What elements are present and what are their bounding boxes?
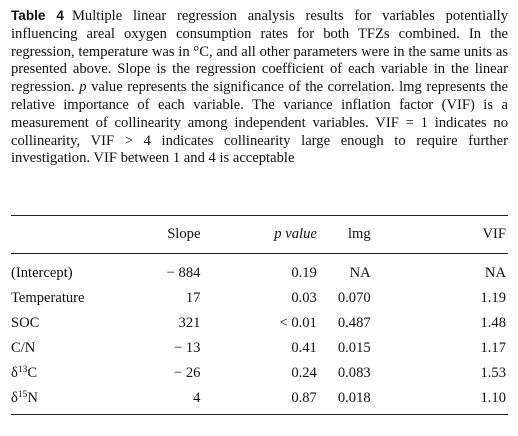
table-bottom-rule [11,414,508,415]
header-vif: VIF [482,226,506,242]
table-label: Table 4 [11,8,64,23]
element-symbol: N [27,390,38,406]
table-row: C/N − 13 0.41 0.015 1.17 [11,336,508,361]
cell-lmg: 0.070 [337,290,371,306]
cell-vif: 1.53 [480,365,506,381]
cell-lmg: NA [349,265,371,281]
delta-symbol: δ [11,365,18,381]
cell-variable: δ13C [11,361,133,386]
cell-variable: Temperature [11,290,85,306]
cell-variable: δ15N [11,386,133,411]
header-lmg: lmg [348,226,371,242]
cell-p-value: 0.03 [291,290,317,306]
cell-lmg: 0.015 [337,340,371,356]
cell-vif: 1.48 [480,315,506,331]
table-header-row: Slope p value lmg VIF [11,216,508,253]
cell-p-value: < 0.01 [279,315,317,331]
cell-slope: − 13 [173,340,201,356]
cell-slope: − 884 [166,265,201,281]
cell-slope: 321 [178,315,201,331]
table-row: SOC 321 < 0.01 0.487 1.48 [11,311,508,336]
isotope-superscript: 13 [17,365,28,375]
header-variable [11,216,133,253]
cell-p-value: 0.24 [291,365,317,381]
caption-text-1: Multiple linear regression analysis resu… [11,8,508,96]
cell-vif: NA [484,265,506,281]
caption-text-2: value represents the significance of the… [11,79,508,167]
cell-slope: 17 [185,290,201,306]
cell-lmg: 0.083 [337,365,371,381]
cell-vif: 1.17 [480,340,506,356]
cell-lmg: 0.487 [337,315,371,331]
cell-vif: 1.19 [480,290,506,306]
table-top-rule [11,215,508,216]
cell-p-value: 0.41 [291,340,317,356]
cell-lmg: 0.018 [337,390,371,406]
cell-variable: (Intercept) [11,265,73,281]
header-p-value: p value [274,226,317,242]
isotope-superscript: 15 [17,390,28,400]
table-row: Temperature 17 0.03 0.070 1.19 [11,286,508,311]
table-row: δ15N 4 0.87 0.018 1.10 [11,386,508,411]
cell-variable: C/N [11,340,36,356]
caption-p-symbol: p [79,79,87,96]
table-row: δ13C − 26 0.24 0.083 1.53 [11,361,508,386]
table-caption: Table 4 Multiple linear regression analys… [11,7,508,168]
table-row: (Intercept) − 884 0.19 NA NA [11,253,508,286]
cell-variable: SOC [11,315,40,331]
cell-slope: 4 [193,390,201,406]
element-symbol: C [27,365,38,381]
cell-p-value: 0.87 [291,390,317,406]
regression-results-table: Slope p value lmg VIF (Intercept) − 884 … [11,216,508,411]
header-slope: Slope [167,226,201,242]
cell-vif: 1.10 [480,390,506,406]
cell-p-value: 0.19 [291,265,317,281]
table-header-rule [11,253,508,254]
cell-slope: − 26 [173,365,201,381]
delta-symbol: δ [11,390,18,406]
